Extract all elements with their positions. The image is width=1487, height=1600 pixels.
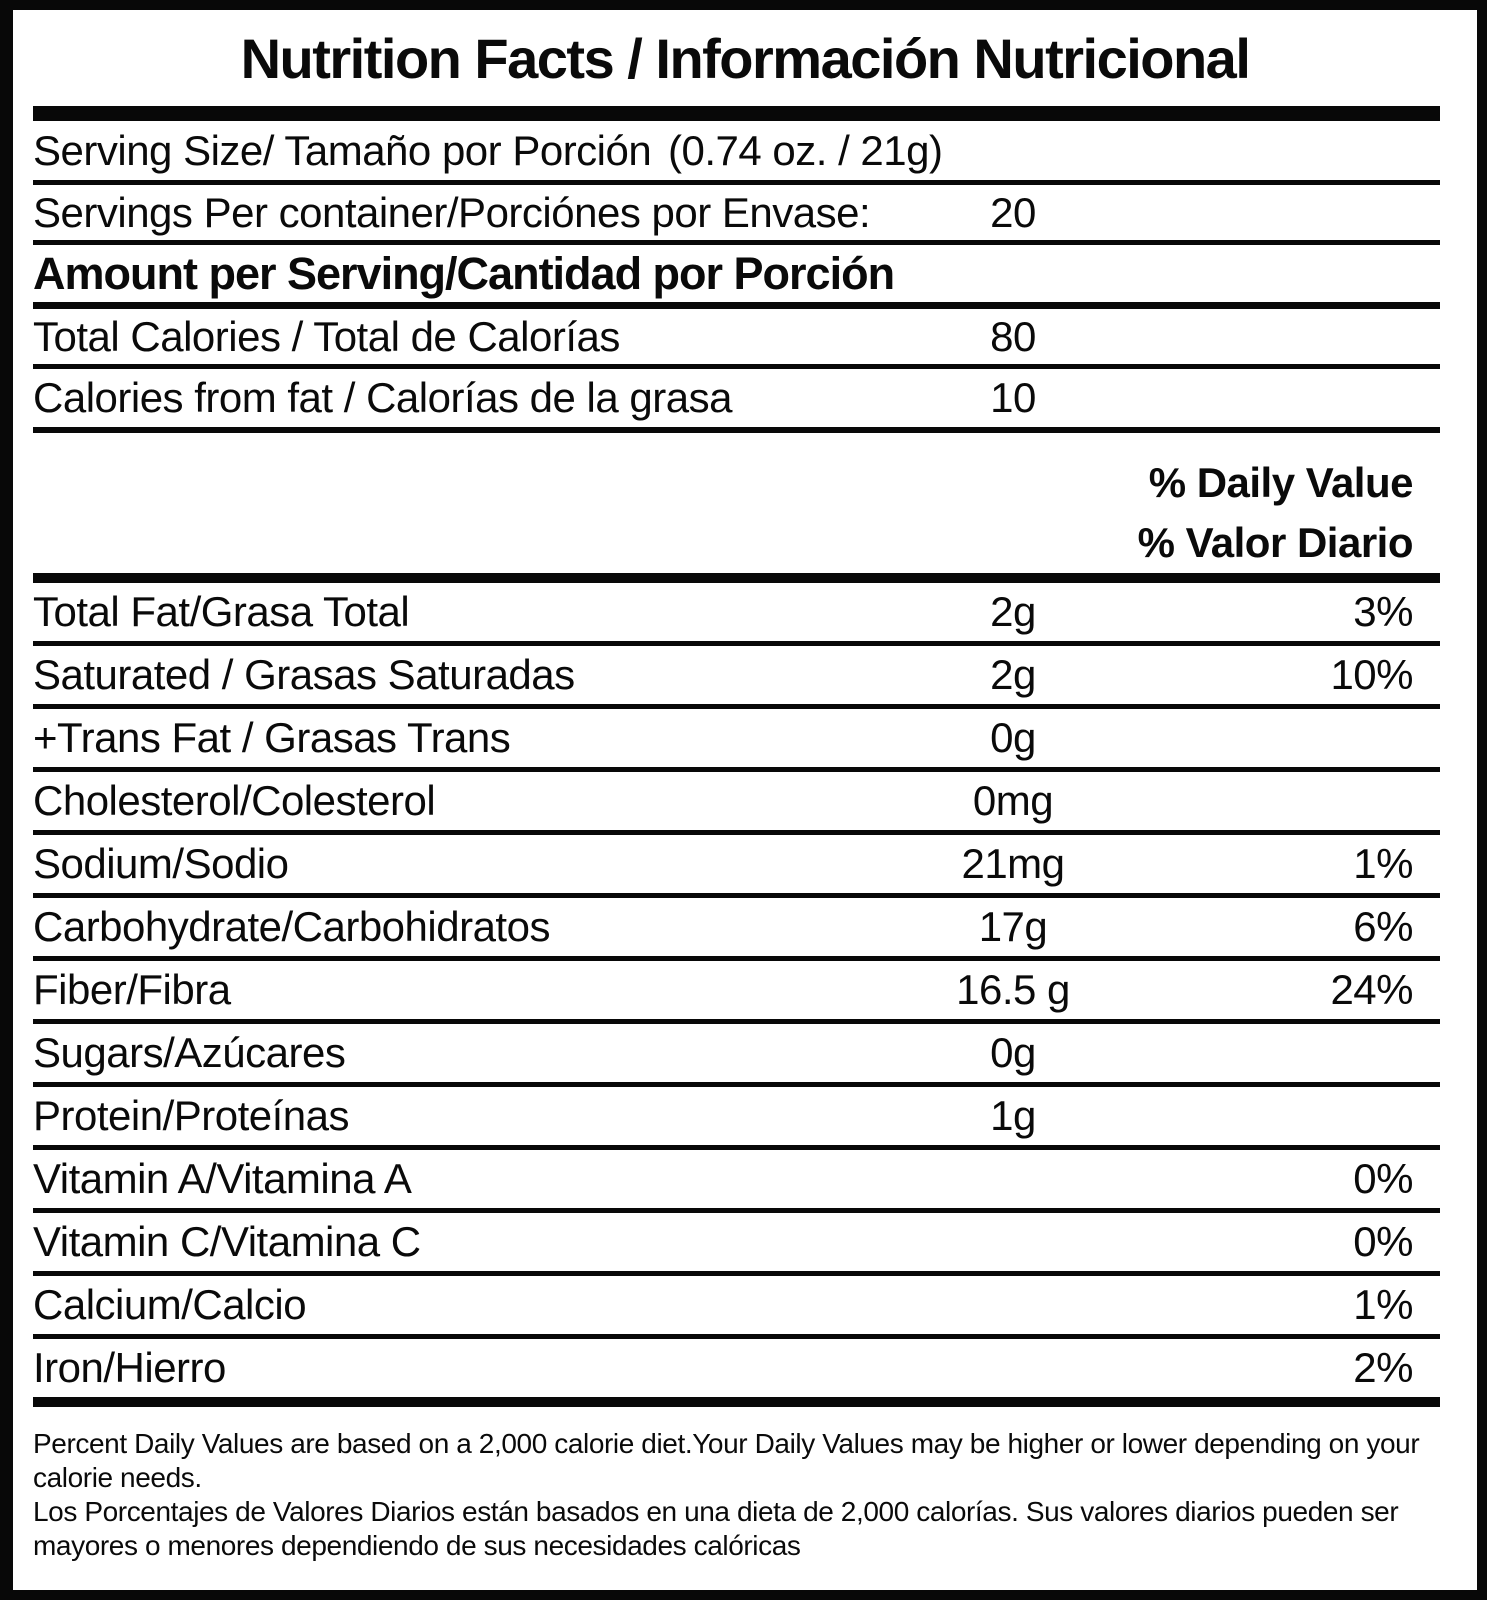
nutrient-daily-value: 6%	[1353, 903, 1413, 950]
nutrient-label: Carbohydrate/Carbohidratos	[33, 903, 550, 950]
nutrient-amount: 2g	[990, 651, 1036, 698]
nutrient-row-vitamin-c: Vitamin C/Vitamina C 0%	[33, 1213, 1440, 1276]
nutrient-label: Sugars/Azúcares	[33, 1029, 346, 1076]
nutrient-row-saturated-fat: Saturated / Grasas Saturadas 2g 10%	[33, 646, 1440, 709]
daily-value-header-block: % Daily Value % Valor Diario	[33, 433, 1440, 583]
footnote-english: Percent Daily Values are based on a 2,00…	[33, 1428, 1420, 1493]
calories-from-fat-label: Calories from fat / Calorías de la grasa	[33, 374, 732, 421]
nutrient-amount: 0mg	[972, 777, 1054, 824]
nutrient-daily-value: 3%	[1353, 588, 1413, 635]
nutrient-daily-value: 0%	[1353, 1155, 1413, 1202]
total-calories-row: Total Calories / Total de Calorías 80	[33, 309, 1440, 369]
servings-per-container-value: 20	[990, 188, 1036, 236]
title-divider	[33, 106, 1440, 121]
calories-from-fat-value: 10	[990, 374, 1036, 421]
nutrient-daily-value: 10%	[1330, 651, 1413, 698]
nutrient-row-protein: Protein/Proteínas 1g	[33, 1087, 1440, 1150]
nutrient-label: Fiber/Fibra	[33, 966, 231, 1013]
nutrient-daily-value: 1%	[1353, 840, 1413, 887]
nutrient-amount: 21mg	[961, 840, 1065, 887]
nutrient-row-total-fat: Total Fat/Grasa Total 2g 3%	[33, 583, 1440, 646]
servings-per-container-row: Servings Per container/Porciónes por Env…	[33, 185, 1440, 245]
nutrient-row-iron: Iron/Hierro 2%	[33, 1339, 1440, 1407]
footnote-spanish: Los Porcentajes de Valores Diarios están…	[33, 1496, 1399, 1561]
nutrient-row-vitamin-a: Vitamin A/Vitamina A 0%	[33, 1150, 1440, 1213]
nutrient-daily-value: 1%	[1353, 1281, 1413, 1328]
nutrient-label: Cholesterol/Colesterol	[33, 777, 436, 824]
serving-size-row: Serving Size/ Tamaño por Porción (0.74 o…	[33, 121, 1440, 185]
nutrient-amount: 2g	[990, 588, 1036, 635]
nutrient-row-trans-fat: +Trans Fat / Grasas Trans 0g	[33, 709, 1440, 772]
nutrient-amount: 16.5 g	[956, 966, 1070, 1013]
nutrient-label: +Trans Fat / Grasas Trans	[33, 714, 511, 761]
nutrient-label: Vitamin C/Vitamina C	[33, 1218, 421, 1265]
serving-size-label: Serving Size/ Tamaño por Porción	[33, 126, 652, 174]
nutrient-label: Protein/Proteínas	[33, 1092, 350, 1139]
daily-value-header-es: % Valor Diario	[1137, 519, 1414, 566]
servings-per-container-label: Servings Per container/Porciónes por Env…	[33, 188, 871, 236]
nutrient-row-sodium: Sodium/Sodio 21mg 1%	[33, 835, 1440, 898]
total-calories-label: Total Calories / Total de Calorías	[33, 312, 620, 360]
nutrient-daily-value: 0%	[1353, 1218, 1413, 1265]
nutrient-amount: 1g	[990, 1092, 1036, 1139]
nutrient-label: Iron/Hierro	[33, 1344, 226, 1391]
nutrient-label: Vitamin A/Vitamina A	[33, 1155, 412, 1202]
nutrient-label: Total Fat/Grasa Total	[33, 588, 410, 635]
nutrient-row-sugars: Sugars/Azúcares 0g	[33, 1024, 1440, 1087]
amount-per-serving-header-text: Amount per Serving/Cantidad por Porción	[33, 247, 895, 299]
nutrient-row-carbohydrate: Carbohydrate/Carbohidratos 17g 6%	[33, 898, 1440, 961]
total-calories-value: 80	[990, 312, 1036, 360]
footnote-block: Percent Daily Values are based on a 2,00…	[33, 1427, 1440, 1563]
nutrient-amount: 17g	[978, 903, 1048, 950]
nutrient-daily-value: 2%	[1353, 1344, 1413, 1391]
daily-value-header-en: % Daily Value	[1148, 459, 1414, 506]
serving-size-value: (0.74 oz. / 21g)	[668, 126, 943, 174]
nutrient-label: Sodium/Sodio	[33, 840, 289, 887]
nutrient-amount: 0g	[990, 714, 1036, 761]
label-title: Nutrition Facts / Información Nutriciona…	[240, 26, 1251, 90]
nutrient-row-fiber: Fiber/Fibra 16.5 g 24%	[33, 961, 1440, 1024]
nutrient-row-cholesterol: Cholesterol/Colesterol 0mg	[33, 772, 1440, 835]
calories-from-fat-row: Calories from fat / Calorías de la grasa…	[33, 369, 1440, 433]
nutrient-label: Saturated / Grasas Saturadas	[33, 651, 575, 698]
nutrient-label: Calcium/Calcio	[33, 1281, 307, 1328]
nutrient-row-calcium: Calcium/Calcio 1%	[33, 1276, 1440, 1339]
nutrient-daily-value: 24%	[1330, 966, 1413, 1013]
nutrient-amount: 0g	[990, 1029, 1036, 1076]
amount-per-serving-header: Amount per Serving/Cantidad por Porción	[33, 245, 1440, 309]
